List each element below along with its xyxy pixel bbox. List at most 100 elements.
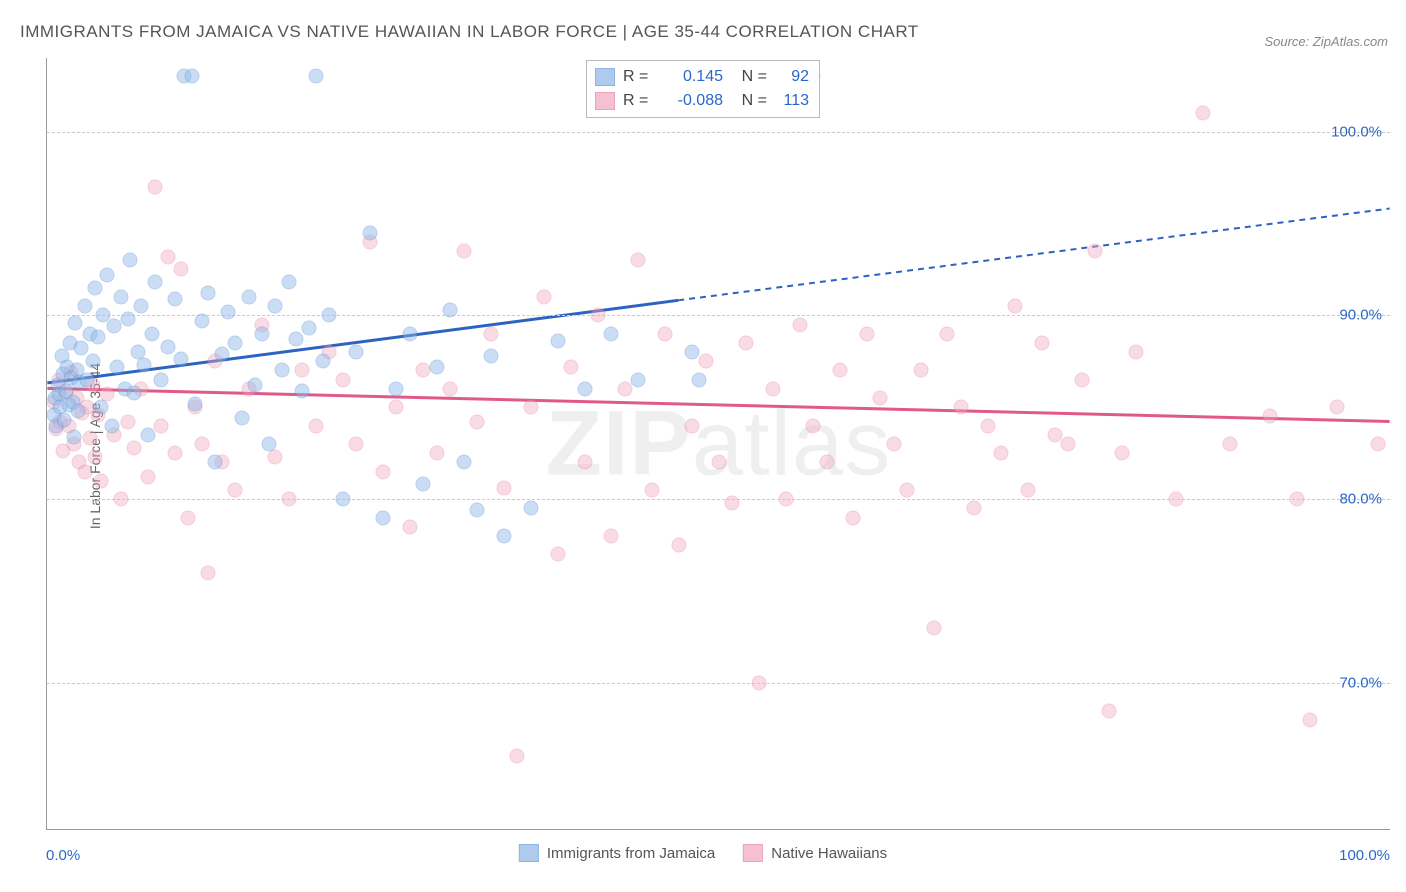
data-point-hawaiians — [792, 317, 807, 332]
data-point-hawaiians — [1101, 703, 1116, 718]
regression-lines — [47, 58, 1390, 829]
data-point-hawaiians — [1289, 492, 1304, 507]
data-point-hawaiians — [765, 381, 780, 396]
data-point-jamaica — [604, 326, 619, 341]
data-point-hawaiians — [1222, 437, 1237, 452]
data-point-hawaiians — [953, 400, 968, 415]
data-point-hawaiians — [429, 446, 444, 461]
data-point-jamaica — [187, 396, 202, 411]
data-point-hawaiians — [913, 363, 928, 378]
data-point-jamaica — [402, 326, 417, 341]
data-point-hawaiians — [1034, 335, 1049, 350]
data-point-jamaica — [349, 345, 364, 360]
data-point-hawaiians — [658, 326, 673, 341]
watermark: ZIPatlas — [546, 391, 891, 496]
data-point-jamaica — [109, 359, 124, 374]
data-point-jamaica — [335, 492, 350, 507]
data-point-jamaica — [308, 69, 323, 84]
data-point-jamaica — [127, 385, 142, 400]
data-point-jamaica — [77, 299, 92, 314]
swatch-jamaica — [595, 68, 615, 86]
data-point-jamaica — [136, 357, 151, 372]
r-value-jamaica: 0.145 — [661, 68, 723, 86]
data-point-jamaica — [100, 267, 115, 282]
data-point-jamaica — [416, 477, 431, 492]
data-point-jamaica — [140, 427, 155, 442]
data-point-jamaica — [429, 359, 444, 374]
data-point-jamaica — [376, 510, 391, 525]
bottom-legend: Immigrants from Jamaica Native Hawaiians — [519, 844, 887, 862]
data-point-hawaiians — [483, 326, 498, 341]
data-point-hawaiians — [980, 418, 995, 433]
data-point-hawaiians — [738, 335, 753, 350]
data-point-hawaiians — [510, 749, 525, 764]
y-tick-label: 100.0% — [1331, 123, 1382, 140]
data-point-hawaiians — [281, 492, 296, 507]
data-point-hawaiians — [819, 455, 834, 470]
stats-row-jamaica: R = 0.145 N = 92 — [595, 65, 809, 89]
data-point-jamaica — [147, 275, 162, 290]
n-value-hawaiians: 113 — [775, 92, 809, 110]
data-point-jamaica — [208, 455, 223, 470]
data-point-hawaiians — [194, 437, 209, 452]
data-point-hawaiians — [402, 519, 417, 534]
data-point-jamaica — [93, 400, 108, 415]
data-point-jamaica — [302, 321, 317, 336]
data-point-jamaica — [221, 304, 236, 319]
n-label: N = — [731, 68, 767, 86]
data-point-jamaica — [255, 326, 270, 341]
gridline — [47, 683, 1390, 684]
data-point-jamaica — [288, 332, 303, 347]
data-point-hawaiians — [228, 482, 243, 497]
data-point-hawaiians — [470, 414, 485, 429]
stats-row-hawaiians: R = -0.088 N = 113 — [595, 89, 809, 113]
data-point-hawaiians — [1088, 244, 1103, 259]
watermark-bold: ZIP — [546, 392, 692, 494]
data-point-hawaiians — [537, 289, 552, 304]
data-point-hawaiians — [1074, 372, 1089, 387]
data-point-hawaiians — [806, 418, 821, 433]
data-point-hawaiians — [93, 473, 108, 488]
data-point-jamaica — [70, 403, 85, 418]
data-point-hawaiians — [994, 446, 1009, 461]
legend-label-hawaiians: Native Hawaiians — [771, 845, 887, 862]
r-value-hawaiians: -0.088 — [661, 92, 723, 110]
data-point-hawaiians — [140, 470, 155, 485]
data-point-hawaiians — [376, 464, 391, 479]
data-point-hawaiians — [859, 326, 874, 341]
data-point-jamaica — [241, 289, 256, 304]
n-value-jamaica: 92 — [775, 68, 809, 86]
r-label: R = — [623, 68, 653, 86]
data-point-hawaiians — [268, 449, 283, 464]
data-point-jamaica — [80, 372, 95, 387]
data-point-jamaica — [174, 352, 189, 367]
data-point-hawaiians — [752, 675, 767, 690]
data-point-jamaica — [268, 299, 283, 314]
data-point-hawaiians — [698, 354, 713, 369]
data-point-hawaiians — [564, 359, 579, 374]
data-point-jamaica — [550, 334, 565, 349]
data-point-hawaiians — [550, 547, 565, 562]
regression-line-dashed-jamaica — [678, 209, 1389, 301]
legend-swatch-hawaiians — [743, 844, 763, 862]
data-point-hawaiians — [577, 455, 592, 470]
data-point-jamaica — [496, 528, 511, 543]
data-point-hawaiians — [127, 440, 142, 455]
chart-title: IMMIGRANTS FROM JAMAICA VS NATIVE HAWAII… — [20, 22, 919, 42]
data-point-jamaica — [577, 381, 592, 396]
data-point-hawaiians — [88, 449, 103, 464]
data-point-hawaiians — [591, 308, 606, 323]
plot-area: ZIPatlas 70.0%80.0%90.0%100.0% — [46, 58, 1390, 830]
data-point-hawaiians — [335, 372, 350, 387]
y-tick-label: 90.0% — [1339, 307, 1382, 324]
y-tick-label: 80.0% — [1339, 491, 1382, 508]
gridline — [47, 132, 1390, 133]
data-point-jamaica — [261, 437, 276, 452]
data-point-hawaiians — [604, 528, 619, 543]
data-point-hawaiians — [712, 455, 727, 470]
data-point-jamaica — [456, 455, 471, 470]
data-point-jamaica — [389, 381, 404, 396]
data-point-hawaiians — [1061, 437, 1076, 452]
data-point-hawaiians — [201, 565, 216, 580]
data-point-hawaiians — [900, 482, 915, 497]
